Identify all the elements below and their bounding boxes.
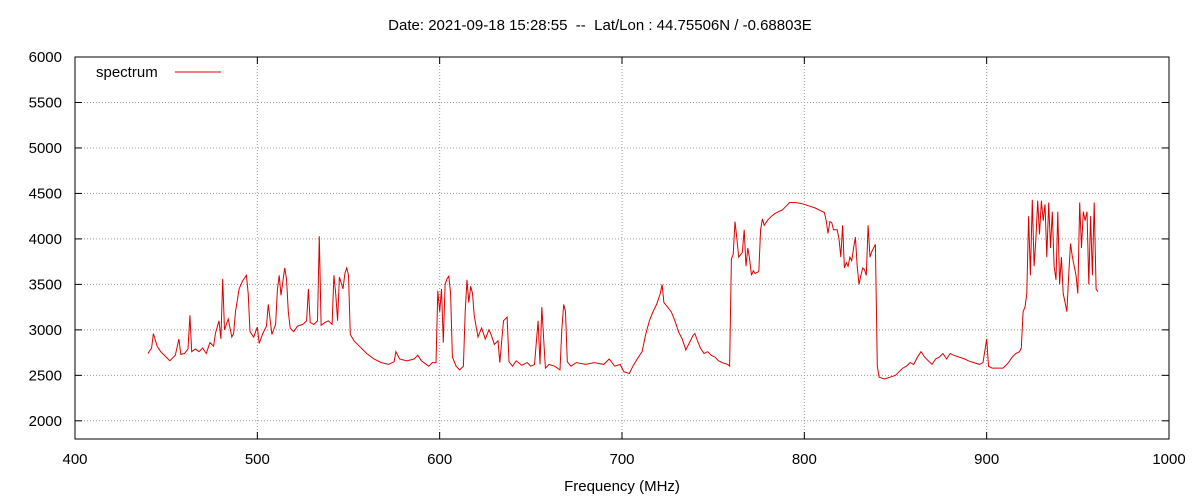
y-tick-label: 5000: [29, 140, 62, 157]
y-tick-label: 2000: [29, 413, 62, 430]
legend: spectrum: [96, 64, 221, 81]
y-tick-label: 3500: [29, 276, 62, 293]
chart-title: Date: 2021-09-18 15:28:55 -- Lat/Lon : 4…: [388, 17, 812, 34]
x-tick-label: 600: [427, 451, 452, 468]
y-tick-label: 3000: [29, 322, 62, 339]
x-tick-label: 800: [792, 451, 817, 468]
y-tick-label: 5500: [29, 94, 62, 111]
y-tick-label: 4500: [29, 185, 62, 202]
spectrum-series-line: [147, 199, 1099, 380]
y-axis-ticks: 2000 2500 3000 3500 4000 4500 5000 5500 6000: [29, 49, 1169, 430]
x-tick-label: 400: [62, 451, 87, 468]
x-tick-label: 700: [609, 451, 634, 468]
x-tick-label: 500: [245, 451, 270, 468]
y-tick-label: 4000: [29, 231, 62, 248]
x-axis-label: Frequency (MHz): [564, 478, 680, 495]
x-tick-label: 1000: [1152, 451, 1185, 468]
x-tick-label: 900: [974, 451, 999, 468]
x-axis-ticks: 400 500 600 700 800 900 1000: [62, 57, 1186, 468]
y-tick-label: 6000: [29, 49, 62, 66]
y-tick-label: 2500: [29, 367, 62, 384]
legend-label-spectrum: spectrum: [96, 64, 158, 81]
grid-lines: [75, 57, 1169, 439]
